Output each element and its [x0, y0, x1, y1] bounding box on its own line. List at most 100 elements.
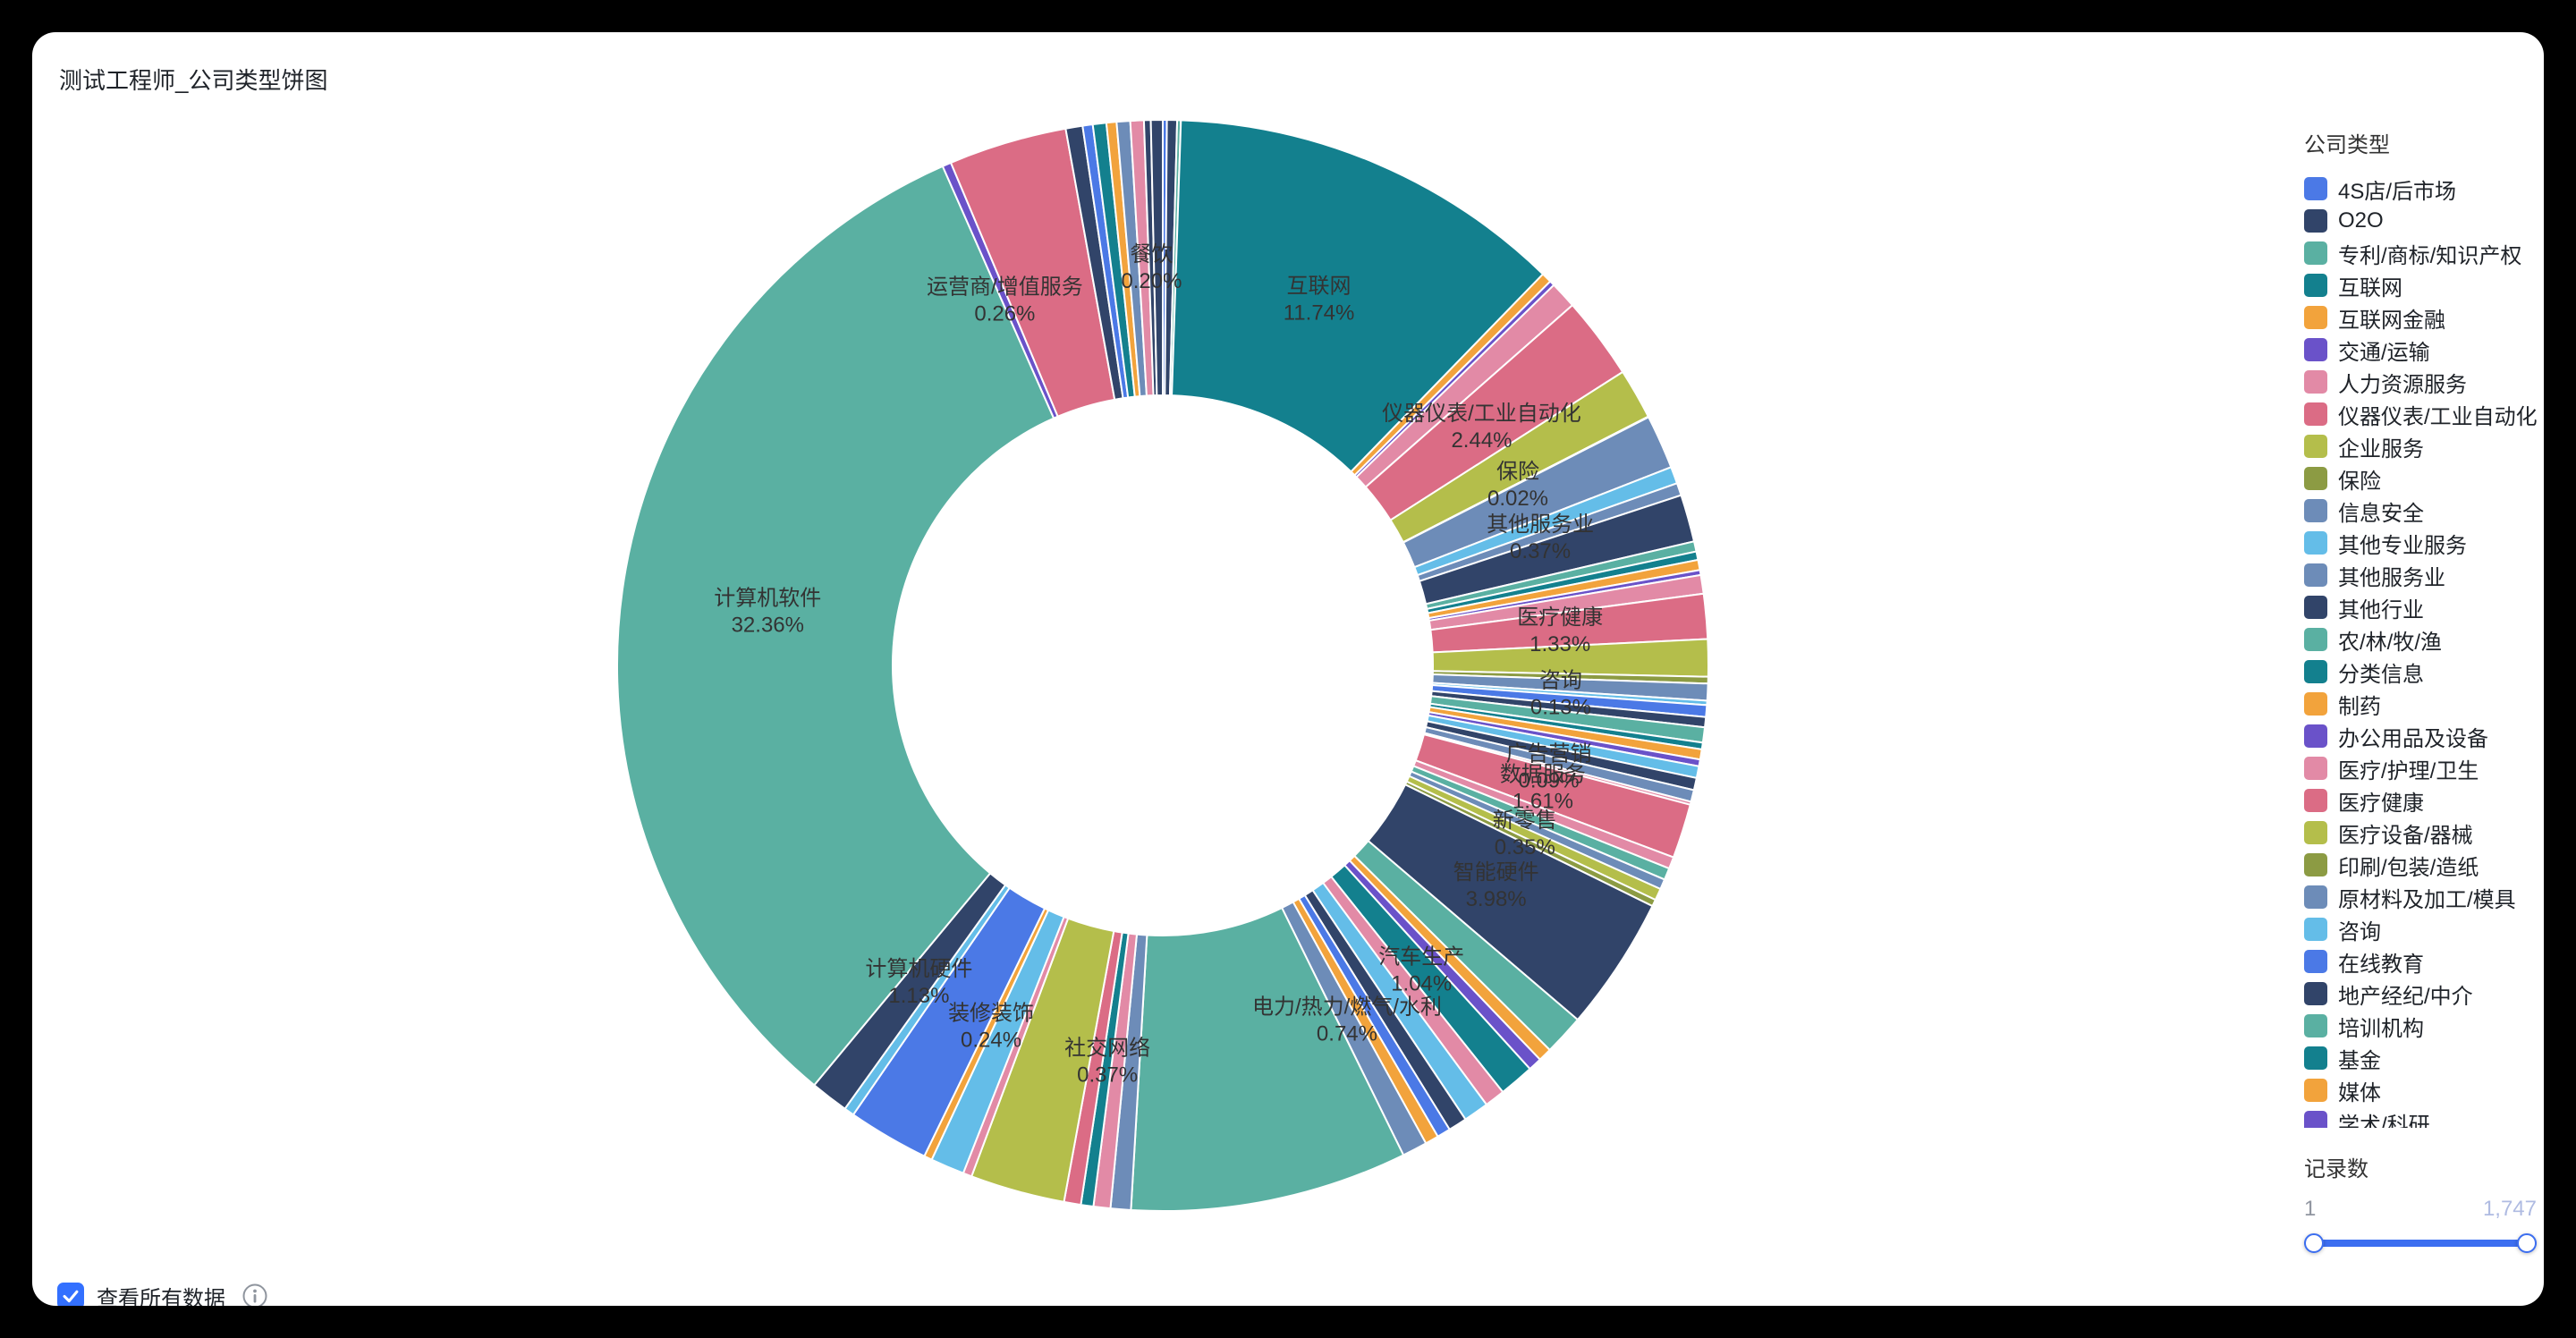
legend-item[interactable]: 培训机构 [2304, 1010, 2537, 1042]
legend-swatch-icon [2304, 821, 2327, 844]
pie-slice-label: 数据服务 1.61% [1500, 763, 1586, 814]
legend-item[interactable]: 办公用品及设备 [2304, 720, 2537, 752]
legend-swatch-icon [2304, 757, 2327, 780]
legend-item-label: 培训机构 [2338, 1016, 2424, 1041]
legend-item[interactable]: 其他服务业 [2304, 559, 2537, 591]
legend-item-label: 4S店/后市场 [2338, 179, 2457, 204]
legend-item[interactable]: 印刷/包装/造纸 [2304, 849, 2537, 881]
legend-item-label: 媒体 [2338, 1080, 2381, 1105]
legend-item-label: 制药 [2338, 694, 2381, 719]
pie-slice-label: 装修装饰 0.24% [948, 1002, 1034, 1053]
record-filter: 记录数 1 1,747 [2304, 1151, 2537, 1254]
legend-item-label: 其他服务业 [2338, 565, 2445, 590]
slider-handle-max[interactable] [2517, 1233, 2537, 1253]
pie-slice[interactable] [1171, 119, 1545, 473]
pie-slice-label: 保险 0.02% [1487, 460, 1548, 511]
legend-item-label: 咨询 [2338, 919, 2381, 944]
legend-item[interactable]: 企业服务 [2304, 430, 2537, 462]
legend-item[interactable]: 咨询 [2304, 913, 2537, 945]
legend-item[interactable]: 4S店/后市场 [2304, 173, 2537, 205]
legend-item-label: 医疗/护理/卫生 [2338, 758, 2479, 783]
legend-item[interactable]: 互联网金融 [2304, 301, 2537, 334]
pie-slice-label: 汽车生产 1.04% [1378, 945, 1464, 996]
legend-item[interactable]: 医疗设备/器械 [2304, 817, 2537, 849]
legend-item[interactable]: O2O [2304, 205, 2537, 237]
legend-swatch-icon [2304, 241, 2327, 265]
checkmark-icon [63, 1290, 79, 1303]
legend-swatch-icon [2304, 724, 2327, 748]
legend-swatch-icon [2304, 950, 2327, 973]
record-max-value: 1,747 [2482, 1197, 2537, 1221]
pie-slice-label: 咨询 0.13% [1530, 669, 1591, 720]
legend-swatch-icon [2304, 274, 2327, 297]
legend-item[interactable]: 医疗健康 [2304, 784, 2537, 817]
legend-swatch-icon [2304, 692, 2327, 716]
legend-item[interactable]: 交通/运输 [2304, 334, 2537, 366]
legend-swatch-icon [2304, 435, 2327, 458]
slider-handle-min[interactable] [2304, 1233, 2324, 1253]
view-all-row: 查看所有数据 [57, 1281, 268, 1306]
pie-slice[interactable] [1130, 906, 1405, 1212]
legend-item[interactable]: 媒体 [2304, 1074, 2537, 1106]
legend-item-label: 人力资源服务 [2338, 372, 2467, 397]
pie-slice-label: 社交网络 0.37% [1064, 1037, 1150, 1088]
legend-swatch-icon [2304, 370, 2327, 394]
record-range-slider[interactable] [2304, 1232, 2537, 1254]
page-title: 测试工程师_公司类型饼图 [59, 67, 328, 94]
record-filter-title: 记录数 [2304, 1157, 2368, 1181]
legend-swatch-icon [2304, 918, 2327, 941]
legend-item[interactable]: 在线教育 [2304, 945, 2537, 978]
legend-swatch-icon [2304, 306, 2327, 329]
legend-item-label: 专利/商标/知识产权 [2338, 243, 2522, 268]
legend-swatch-icon [2304, 338, 2327, 361]
slider-track[interactable] [2304, 1240, 2537, 1247]
record-min-value: 1 [2304, 1197, 2317, 1221]
legend-swatch-icon [2304, 1111, 2327, 1128]
pie-slice-label: 电力/热力/燃气/水利 0.74% [1252, 995, 1442, 1046]
legend-swatch-icon [2304, 209, 2327, 233]
legend-item[interactable]: 地产经纪/中介 [2304, 978, 2537, 1010]
legend-swatch-icon [2304, 499, 2327, 522]
legend-item-label: 交通/运输 [2338, 340, 2430, 365]
legend-item[interactable]: 信息安全 [2304, 495, 2537, 527]
legend-item[interactable]: 原材料及加工/模具 [2304, 881, 2537, 913]
legend-item[interactable]: 专利/商标/知识产权 [2304, 237, 2537, 269]
pie-chart: 互联网 11.74% 仪器仪表/工业自动化 2.44% 保险 0.02%其他服务业 0.37… [616, 118, 1709, 1212]
pie-slice[interactable] [616, 165, 1055, 1087]
legend-item[interactable]: 其他行业 [2304, 591, 2537, 623]
view-all-checkbox[interactable] [57, 1283, 84, 1306]
legend-item[interactable]: 学术/科研 [2304, 1106, 2537, 1128]
pie-slice-label: 计算机硬件 1.13% [865, 957, 972, 1008]
legend-swatch-icon [2304, 563, 2327, 587]
legend-item-label: 办公用品及设备 [2338, 726, 2488, 751]
legend-list[interactable]: 4S店/后市场 O2O 专利/商标/知识产权 互联网 互联网金融交通/运输人力资源服务仪… [2304, 173, 2537, 1128]
legend-item-label: 仪器仪表/工业自动化 [2338, 404, 2537, 429]
legend-swatch-icon [2304, 1046, 2327, 1070]
legend-item[interactable]: 医疗/护理/卫生 [2304, 752, 2537, 784]
legend-swatch-icon [2304, 853, 2327, 876]
legend-item-label: 信息安全 [2338, 501, 2424, 526]
pie-slice-label: 其他服务业 0.37% [1487, 512, 1594, 563]
legend-item[interactable]: 分类信息 [2304, 656, 2537, 688]
legend-item[interactable]: 其他专业服务 [2304, 527, 2537, 559]
legend-swatch-icon [2304, 982, 2327, 1005]
legend-item[interactable]: 制药 [2304, 688, 2537, 720]
pie-slice[interactable] [1149, 118, 1164, 397]
chart-card: 测试工程师_公司类型饼图 互联网 11.74% 仪器仪表/工业自动化 2.44% 保险 0… [32, 32, 2544, 1306]
legend-item[interactable]: 仪器仪表/工业自动化 [2304, 398, 2537, 430]
legend-item[interactable]: 保险 [2304, 462, 2537, 495]
view-all-label: 查看所有数据 [97, 1286, 225, 1307]
pie-slice-label: 餐饮 0.20% [1121, 242, 1182, 293]
legend-swatch-icon [2304, 177, 2327, 200]
legend-item[interactable]: 基金 [2304, 1042, 2537, 1074]
info-icon[interactable] [242, 1283, 268, 1306]
legend-item-label: 医疗健康 [2338, 791, 2424, 816]
pie-slice-label: 新零售 0.35% [1493, 809, 1557, 860]
legend-swatch-icon [2304, 1079, 2327, 1102]
legend-item[interactable]: 人力资源服务 [2304, 366, 2537, 398]
legend-swatch-icon [2304, 789, 2327, 812]
legend-item-label: 互联网 [2338, 275, 2402, 301]
legend-item[interactable]: 农/林/牧/渔 [2304, 623, 2537, 656]
legend-item[interactable]: 互联网 [2304, 269, 2537, 301]
legend-item-label: O2O [2338, 208, 2384, 233]
